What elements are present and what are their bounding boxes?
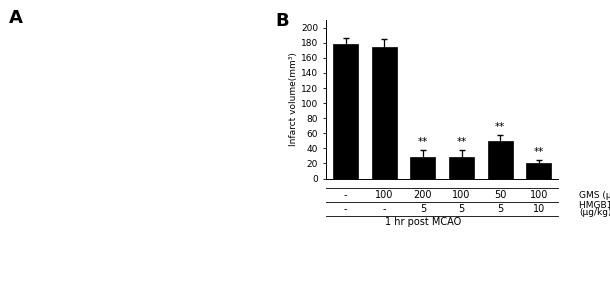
- Text: GMS (μg/kg): GMS (μg/kg): [580, 191, 610, 200]
- Text: 100: 100: [529, 190, 548, 200]
- Bar: [333, 44, 358, 179]
- Text: 50: 50: [494, 190, 506, 200]
- Text: **: **: [456, 137, 467, 147]
- Text: A: A: [9, 9, 23, 27]
- Text: (μg/kg): (μg/kg): [580, 208, 610, 217]
- Text: 100: 100: [375, 190, 393, 200]
- Text: -: -: [344, 190, 348, 200]
- Text: 5: 5: [497, 204, 503, 214]
- Bar: [449, 158, 474, 179]
- Text: HMGB1 A box: HMGB1 A box: [580, 201, 610, 210]
- Text: **: **: [495, 122, 505, 132]
- Text: -: -: [344, 204, 348, 214]
- Bar: [411, 158, 436, 179]
- Bar: [487, 141, 513, 179]
- Text: 100: 100: [453, 190, 471, 200]
- Text: 5: 5: [420, 204, 426, 214]
- Text: 5: 5: [459, 204, 465, 214]
- Text: 200: 200: [414, 190, 432, 200]
- Bar: [526, 164, 551, 179]
- Text: 1 hr post MCAO: 1 hr post MCAO: [385, 217, 461, 227]
- Y-axis label: Infarct volume(mm³): Infarct volume(mm³): [289, 52, 298, 146]
- Text: 10: 10: [533, 204, 545, 214]
- Text: B: B: [275, 12, 289, 30]
- Text: -: -: [382, 204, 386, 214]
- Text: **: **: [534, 147, 544, 158]
- Text: **: **: [418, 137, 428, 147]
- Bar: [371, 47, 397, 179]
